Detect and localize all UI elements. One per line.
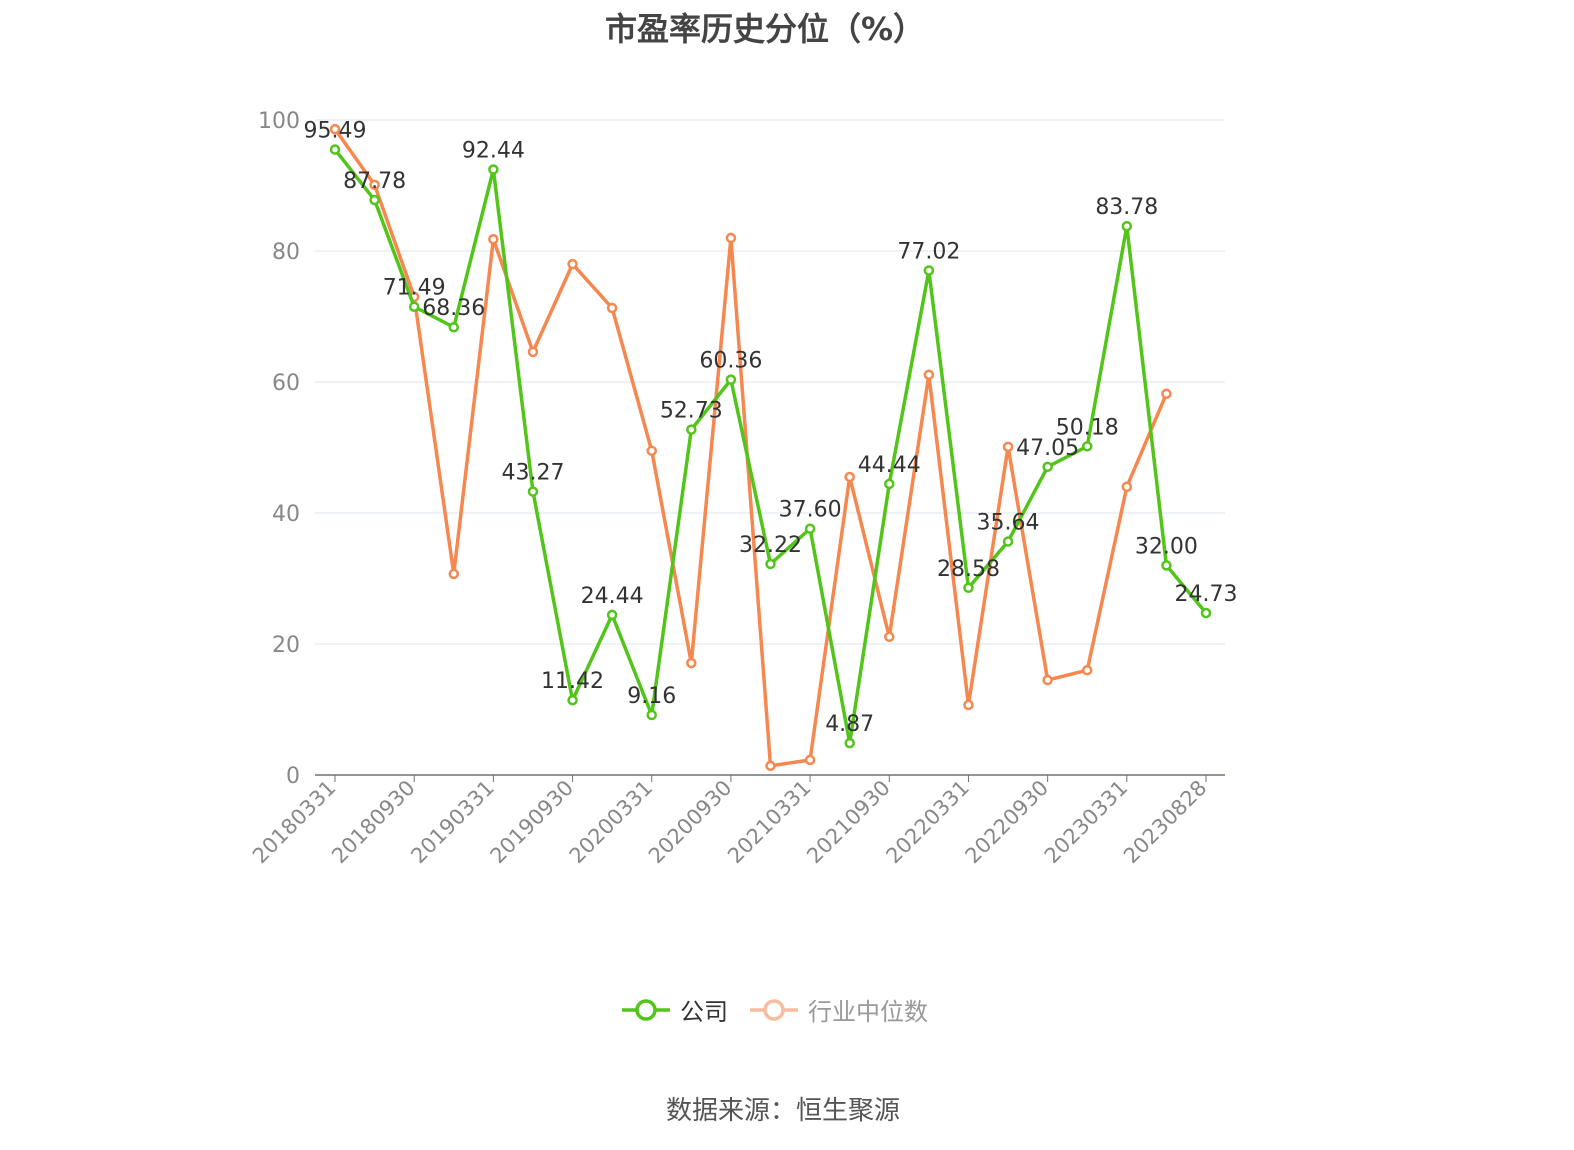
- y-tick-label: 0: [286, 764, 300, 789]
- data-label: 24.44: [581, 584, 644, 609]
- x-tick-label: 20200331: [565, 776, 658, 869]
- x-tick-label: 20190331: [406, 776, 499, 869]
- data-point: [884, 478, 895, 490]
- data-label: 95.49: [304, 119, 367, 144]
- legend-label: 公司: [680, 998, 728, 1026]
- data-point: [1121, 220, 1133, 232]
- data-point: [527, 486, 539, 497]
- data-point: [448, 321, 460, 333]
- data-point: [567, 694, 578, 706]
- data-point: [1002, 536, 1014, 547]
- data-label: 11.42: [541, 669, 604, 694]
- data-point: [567, 258, 578, 270]
- data-point: [369, 179, 380, 191]
- x-tick-label: 20200930: [644, 776, 737, 869]
- data-label: 43.27: [501, 461, 564, 486]
- data-point: [1161, 388, 1172, 400]
- data-point: [1121, 481, 1133, 493]
- y-tick-label: 20: [272, 633, 300, 658]
- data-point: [686, 424, 697, 435]
- data-point: [646, 709, 657, 721]
- series-line: [333, 128, 1169, 768]
- x-tick-label: 20190930: [486, 776, 579, 869]
- data-point: [606, 609, 618, 621]
- data-point: [1081, 664, 1093, 676]
- data-label: 47.05: [1016, 436, 1079, 461]
- data-point: [1002, 441, 1014, 453]
- data-label: 71.49: [383, 276, 446, 301]
- data-label: 35.64: [977, 511, 1040, 536]
- data-label: 9.16: [627, 684, 676, 709]
- y-tick-label: 80: [272, 240, 300, 265]
- y-tick-label: 40: [272, 502, 300, 527]
- data-point: [1081, 441, 1093, 452]
- data-point: [725, 232, 737, 244]
- data-point: [408, 301, 420, 312]
- x-tick-label: 20180331: [248, 776, 341, 869]
- chart-title: 市盈率历史分位（%）: [604, 10, 926, 48]
- data-label: 44.44: [858, 453, 921, 478]
- data-point: [448, 568, 460, 580]
- data-point: [606, 302, 618, 314]
- legend-line-circle-icon: [622, 998, 670, 1021]
- legend-item[interactable]: 行业中位数: [750, 992, 928, 1027]
- data-point: [923, 265, 935, 276]
- data-label: 52.73: [660, 399, 723, 424]
- x-tick-label: 20180930: [327, 776, 420, 869]
- data-point: [963, 582, 974, 594]
- x-tick-label: 20230331: [1040, 776, 1133, 869]
- data-point: [804, 523, 816, 534]
- data-label: 77.02: [897, 240, 960, 265]
- data-point: [488, 164, 499, 175]
- data-label: 50.18: [1056, 415, 1119, 440]
- data-point: [1042, 461, 1053, 473]
- x-tick-label: 20210930: [802, 776, 895, 869]
- data-point: [844, 471, 855, 483]
- legend-item[interactable]: 公司: [622, 992, 728, 1027]
- data-point: [963, 699, 974, 711]
- data-label: 92.44: [462, 139, 525, 164]
- legend-label: 行业中位数: [808, 998, 928, 1026]
- x-tick-label: 20220930: [961, 776, 1054, 869]
- data-point: [329, 123, 341, 135]
- data-source: 数据来源：恒生聚源: [665, 1096, 900, 1126]
- data-point: [369, 194, 380, 206]
- data-point: [725, 374, 737, 385]
- data-label: 37.60: [779, 498, 842, 523]
- data-label: 87.78: [343, 169, 406, 194]
- data-point: [804, 754, 816, 766]
- data-point: [884, 631, 895, 643]
- data-point: [527, 346, 539, 358]
- data-point: [686, 657, 697, 669]
- data-point: [646, 445, 657, 457]
- legend-line-circle-icon: [750, 998, 798, 1021]
- data-point: [844, 737, 855, 749]
- data-point: [488, 233, 499, 245]
- legend: 公司 行业中位数: [0, 992, 1550, 1027]
- x-tick-label: 20210331: [723, 776, 816, 869]
- data-point: [1161, 560, 1172, 571]
- data-point: [1042, 674, 1053, 686]
- y-tick-label: 60: [272, 371, 300, 396]
- data-label: 60.36: [699, 349, 762, 374]
- data-point: [1200, 607, 1212, 619]
- data-label: 83.78: [1095, 195, 1158, 220]
- data-point: [765, 760, 776, 772]
- data-label: 4.87: [825, 712, 874, 737]
- data-point: [923, 369, 935, 381]
- data-point: [765, 558, 776, 570]
- x-tick-label: 20220331: [881, 776, 974, 869]
- data-label: 32.00: [1135, 534, 1198, 559]
- y-tick-label: 100: [258, 109, 300, 134]
- data-label: 24.73: [1175, 582, 1238, 607]
- data-label: 28.58: [937, 557, 1000, 582]
- data-label: 68.36: [422, 296, 485, 321]
- data-point: [329, 144, 341, 155]
- data-label: 32.22: [739, 533, 802, 558]
- x-tick-label: 20230828: [1119, 776, 1212, 869]
